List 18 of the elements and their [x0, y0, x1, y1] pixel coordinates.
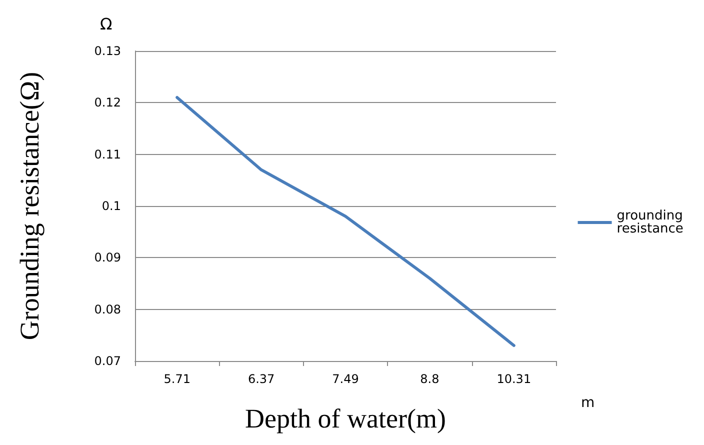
y-tick-label: 0.1	[102, 199, 121, 213]
text: Ω	[100, 14, 112, 34]
x-tick-label: 8.8	[420, 372, 440, 386]
x-tick-label: 7.49	[332, 372, 359, 386]
y-tick-label: 0.12	[94, 96, 121, 110]
x-axis-title: Depth of water(m)	[245, 404, 446, 434]
x-tick-label: 6.37	[248, 372, 275, 386]
y-tick-label: 0.09	[94, 250, 121, 265]
x-tick-label: 10.31	[496, 372, 532, 386]
y-axis-title: Grounding resistance(Ω)	[14, 72, 44, 340]
x-tick-label: 5.71	[164, 372, 190, 386]
y-tick-label: 0.11	[94, 147, 121, 162]
text: m	[581, 395, 595, 411]
y-tick-label: 0.13	[94, 44, 121, 58]
y-tick-label: 0.08	[94, 302, 121, 316]
legend-label: grounding resistance	[616, 208, 688, 236]
line-series	[176, 96, 516, 347]
y-tick-label: 0.07	[94, 354, 121, 368]
